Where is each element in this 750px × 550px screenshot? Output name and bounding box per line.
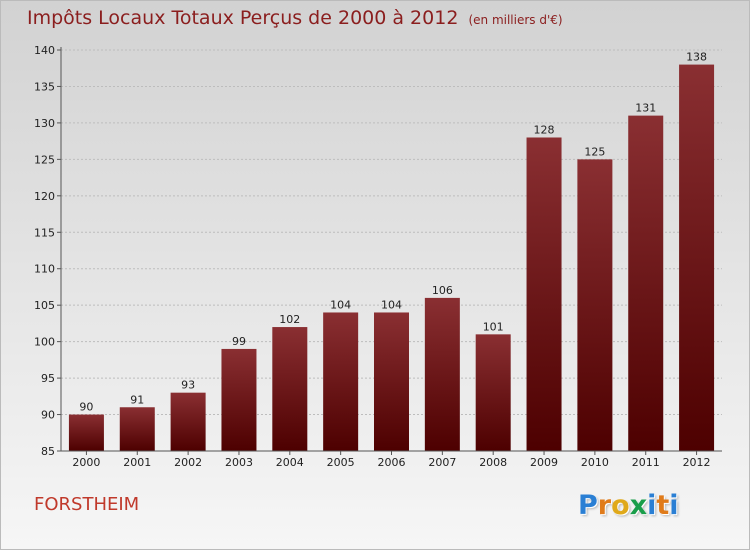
- proxiti-logo: Proxiti: [578, 490, 679, 521]
- data-label: 104: [381, 298, 402, 311]
- data-label: 131: [635, 102, 656, 115]
- chart-title-main: Impôts Locaux Totaux Perçus de 2000 à 20…: [27, 7, 459, 29]
- x-tick-label: 2006: [378, 456, 406, 469]
- bar: [272, 327, 308, 451]
- data-label: 106: [432, 284, 453, 297]
- x-tick-label: 2009: [530, 456, 558, 469]
- y-tick-label: 125: [34, 153, 55, 166]
- data-label: 99: [232, 335, 246, 348]
- x-tick-label: 2000: [72, 456, 100, 469]
- bar: [170, 392, 206, 451]
- x-tick-label: 2005: [327, 456, 355, 469]
- data-label: 90: [79, 401, 93, 414]
- x-tick-label: 2004: [276, 456, 304, 469]
- axes: 85 90 95 100 105 110 115 120 125 130 135 140 2000 200…: [34, 44, 722, 469]
- x-tick-label: 2012: [683, 456, 711, 469]
- logo-letter: i: [647, 490, 657, 521]
- data-labels: 90 91 93 99 102 104 104 106 101 128 125 131 138: [79, 51, 707, 414]
- x-tick-label: 2008: [479, 456, 507, 469]
- data-label: 128: [534, 123, 555, 136]
- bar: [68, 414, 104, 451]
- x-tick-label: 2002: [174, 456, 202, 469]
- y-tick-label: 100: [34, 336, 55, 349]
- data-label: 102: [279, 313, 300, 326]
- bar: [323, 312, 359, 451]
- x-tick-label: 2007: [428, 456, 456, 469]
- y-tick-label: 85: [41, 445, 55, 458]
- x-tick-label: 2011: [632, 456, 660, 469]
- bar: [526, 137, 562, 451]
- x-tick-label: 2003: [225, 456, 253, 469]
- logo-letter: t: [656, 490, 670, 521]
- logo-letter: x: [629, 490, 648, 521]
- data-label: 101: [483, 320, 504, 333]
- data-label: 125: [584, 145, 605, 158]
- data-label: 93: [181, 379, 195, 392]
- y-tick-label: 110: [34, 263, 55, 276]
- logo-letter: P: [578, 490, 598, 521]
- bar: [628, 115, 664, 452]
- bar: [475, 334, 511, 451]
- bar: [424, 297, 460, 451]
- x-tick-label: 2001: [123, 456, 151, 469]
- y-tick-label: 120: [34, 190, 55, 203]
- y-tick-label: 90: [41, 409, 55, 422]
- data-label: 138: [686, 51, 707, 64]
- data-label: 104: [330, 298, 351, 311]
- y-tick-label: 140: [34, 44, 55, 57]
- bar: [374, 312, 409, 451]
- y-tick-label: 130: [34, 117, 55, 130]
- logo-letter: o: [611, 490, 630, 521]
- bar: [221, 348, 257, 451]
- chart-title-unit: (en milliers d'€): [468, 13, 563, 27]
- logo-letter: i: [669, 490, 679, 521]
- y-tick-label: 105: [34, 299, 55, 312]
- bar: [119, 407, 155, 451]
- data-label: 91: [130, 393, 144, 406]
- y-tick-label: 115: [34, 226, 55, 239]
- y-tick-label: 95: [41, 372, 55, 385]
- x-tick-label: 2010: [581, 456, 609, 469]
- y-tick-label: 135: [34, 80, 55, 93]
- bar: [577, 159, 613, 451]
- chart-title: Impôts Locaux Totaux Perçus de 2000 à 20…: [27, 7, 563, 29]
- commune-name: FORSTHEIM: [34, 494, 140, 515]
- bar: [679, 64, 715, 451]
- bar-series: [68, 64, 715, 452]
- logo-letter: r: [597, 490, 612, 521]
